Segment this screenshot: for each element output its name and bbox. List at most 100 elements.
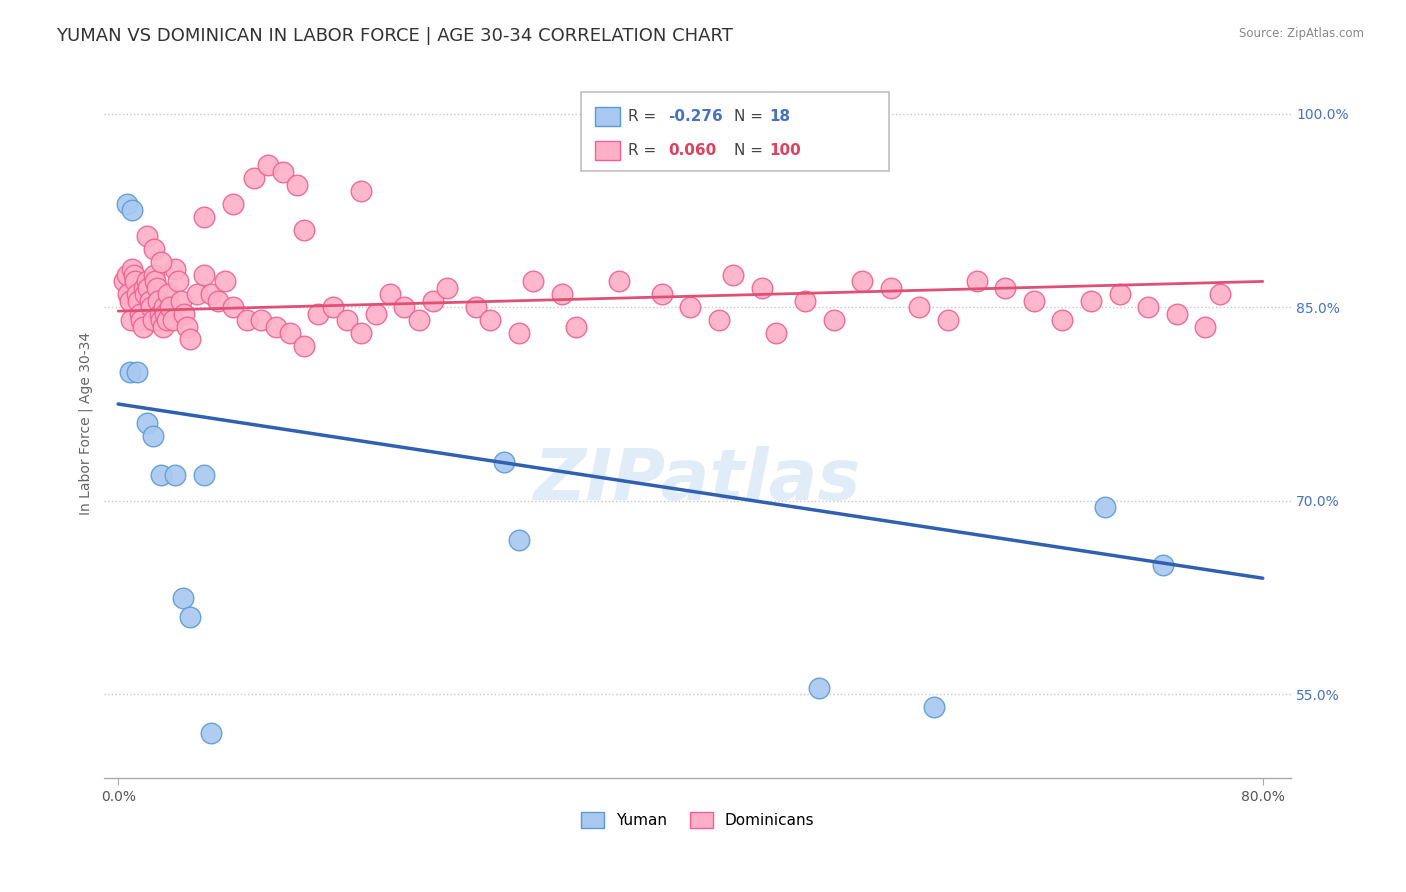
Text: 18: 18 <box>769 109 790 124</box>
Text: R =: R = <box>628 109 662 124</box>
Point <box>193 467 215 482</box>
Point <box>125 287 148 301</box>
Point <box>308 307 330 321</box>
Point <box>922 700 945 714</box>
Point <box>127 293 149 308</box>
Point <box>150 255 173 269</box>
Point <box>350 184 373 198</box>
Point <box>193 210 215 224</box>
Point <box>508 326 530 340</box>
Point <box>155 307 177 321</box>
Point <box>142 242 165 256</box>
Point <box>1152 558 1174 573</box>
Point <box>1052 313 1074 327</box>
Point <box>122 268 145 282</box>
Point <box>723 268 745 282</box>
Point <box>129 313 152 327</box>
Point <box>1108 287 1130 301</box>
Point <box>152 319 174 334</box>
Point <box>121 203 143 218</box>
Point <box>135 275 157 289</box>
Point <box>118 293 141 308</box>
Point <box>851 275 873 289</box>
Point <box>200 287 222 301</box>
Point <box>135 229 157 244</box>
Point <box>165 261 187 276</box>
Point <box>823 313 845 327</box>
Point <box>394 300 416 314</box>
Point <box>285 178 308 192</box>
Point <box>134 287 156 301</box>
Point <box>408 313 430 327</box>
Point <box>117 287 139 301</box>
Point <box>170 293 193 308</box>
Point <box>1080 293 1102 308</box>
Point <box>494 455 516 469</box>
Point <box>115 268 138 282</box>
Y-axis label: In Labor Force | Age 30-34: In Labor Force | Age 30-34 <box>79 332 93 515</box>
Point <box>1209 287 1232 301</box>
Point <box>607 275 630 289</box>
Point <box>908 300 931 314</box>
Point <box>271 165 294 179</box>
Point <box>264 319 287 334</box>
Point <box>193 268 215 282</box>
Point <box>707 313 730 327</box>
Point <box>378 287 401 301</box>
Point <box>994 281 1017 295</box>
Point <box>679 300 702 314</box>
Point <box>793 293 815 308</box>
Point <box>508 533 530 547</box>
Point <box>149 307 172 321</box>
Point <box>156 313 179 327</box>
Point <box>141 313 163 327</box>
Point <box>651 287 673 301</box>
Point <box>124 275 146 289</box>
Point <box>150 467 173 482</box>
Point <box>112 275 135 289</box>
Point <box>464 300 486 314</box>
Point <box>173 307 195 321</box>
Point <box>765 326 787 340</box>
Point <box>157 287 180 301</box>
Point <box>128 307 150 321</box>
Point <box>422 293 444 308</box>
Point <box>1166 307 1188 321</box>
Point <box>176 319 198 334</box>
Point <box>145 275 167 289</box>
Point <box>278 326 301 340</box>
Point <box>150 313 173 327</box>
Point <box>221 300 243 314</box>
Point <box>751 281 773 295</box>
Point <box>292 223 315 237</box>
Point <box>179 333 201 347</box>
Point <box>292 339 315 353</box>
Point <box>243 171 266 186</box>
Point <box>336 313 359 327</box>
Point <box>141 429 163 443</box>
Legend: Yuman, Dominicans: Yuman, Dominicans <box>575 806 821 834</box>
Point <box>1094 500 1116 515</box>
Point <box>257 158 280 172</box>
Text: YUMAN VS DOMINICAN IN LABOR FORCE | AGE 30-34 CORRELATION CHART: YUMAN VS DOMINICAN IN LABOR FORCE | AGE … <box>56 27 733 45</box>
Point <box>808 681 831 695</box>
Text: 0.060: 0.060 <box>668 143 716 158</box>
Point <box>1137 300 1160 314</box>
Point <box>142 268 165 282</box>
Point <box>179 610 201 624</box>
Point <box>172 591 194 605</box>
Text: ZIPatlas: ZIPatlas <box>534 446 862 515</box>
Point <box>479 313 502 327</box>
Point <box>165 467 187 482</box>
Point <box>1022 293 1045 308</box>
Text: Source: ZipAtlas.com: Source: ZipAtlas.com <box>1239 27 1364 40</box>
Point <box>565 319 588 334</box>
Point <box>153 300 176 314</box>
Point <box>364 307 387 321</box>
Point <box>135 417 157 431</box>
Point <box>880 281 903 295</box>
Text: N =: N = <box>734 109 768 124</box>
Text: N =: N = <box>734 143 768 158</box>
Point <box>350 326 373 340</box>
Point <box>250 313 273 327</box>
